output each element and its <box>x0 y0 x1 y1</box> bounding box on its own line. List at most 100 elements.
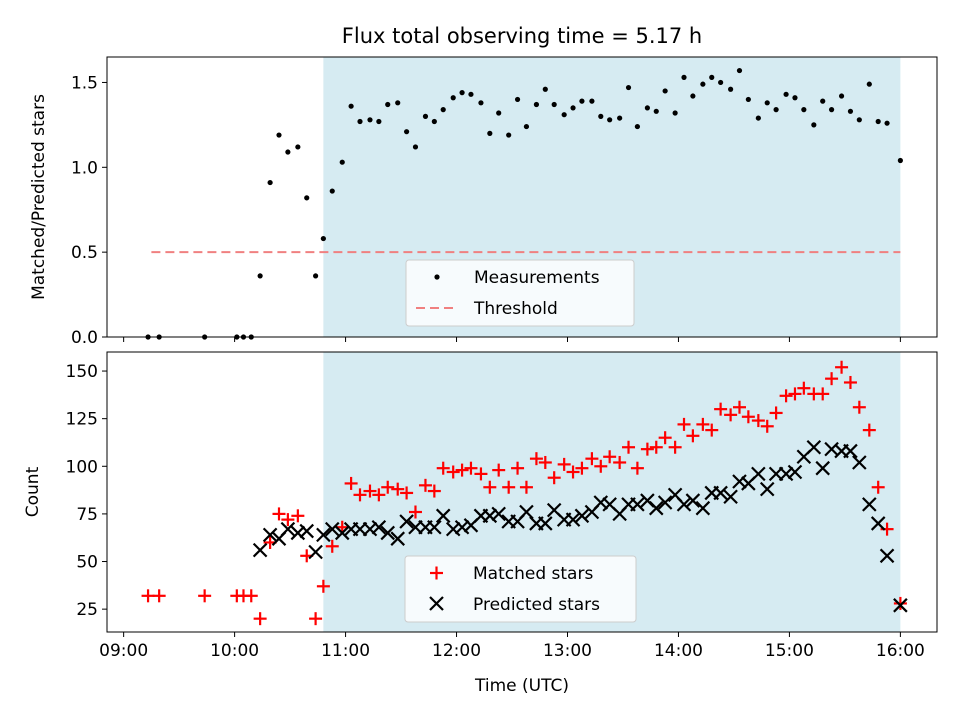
matched-star-point <box>519 480 533 494</box>
matched-star-point <box>640 442 654 456</box>
measurement-point <box>395 100 401 106</box>
x-tick-label: 11:00 <box>321 641 370 661</box>
measurement-point <box>728 86 734 92</box>
bottom-ytick-label: 100 <box>66 457 98 477</box>
matched-star-point <box>198 589 212 603</box>
matched-star-point <box>622 440 636 454</box>
measurement-point <box>828 107 835 113</box>
matched-star-point <box>141 589 155 603</box>
measurement-point <box>533 101 540 108</box>
matched-star-point <box>291 509 305 523</box>
legend-threshold-label: Threshold <box>473 299 558 319</box>
measurement-point <box>653 108 659 114</box>
measurement-point <box>897 157 903 164</box>
matched-star-point <box>391 482 405 496</box>
top-axes-frame <box>106 56 938 338</box>
measurement-point <box>875 118 881 125</box>
matched-star-point <box>760 419 774 433</box>
measurement-point <box>496 110 502 116</box>
x-tick-label: 15:00 <box>765 641 814 661</box>
matched-star-point <box>408 505 422 519</box>
matched-star-point <box>769 406 783 420</box>
predicted-star-point <box>657 495 673 510</box>
predicted-star-point <box>732 474 747 489</box>
predicted-star-point <box>676 497 692 512</box>
matched-star-point <box>797 381 811 395</box>
matched-star-point <box>372 488 386 502</box>
matched-star-point <box>566 465 580 479</box>
measurement-point <box>755 115 761 121</box>
matched-star-point <box>751 414 765 428</box>
bottom-ytick-label: 125 <box>66 410 98 430</box>
predicted-star-point <box>713 485 728 501</box>
predicted-star-point <box>862 497 877 512</box>
measurement-point <box>672 110 678 116</box>
matched-star-point <box>613 455 627 469</box>
x-tick-label: 14:00 <box>654 641 703 661</box>
predicted-star-point <box>574 508 590 524</box>
predicted-star-point <box>390 531 405 546</box>
top-ytick-label: 1.5 <box>71 73 98 93</box>
matched-star-point <box>483 480 497 494</box>
predicted-star-point <box>491 506 506 522</box>
predicted-star-point <box>852 455 867 470</box>
predicted-star-point <box>787 464 803 480</box>
predicted-star-point <box>252 542 268 558</box>
matched-star-point <box>594 459 608 473</box>
matched-star-point <box>677 417 691 431</box>
measurement-point <box>764 100 770 106</box>
bottom-y-axis-label: Count <box>23 466 43 517</box>
matched-star-point <box>816 387 830 401</box>
matched-star-point <box>529 452 543 466</box>
measurement-point <box>514 96 521 103</box>
matched-star-point <box>418 478 432 492</box>
matched-star-point <box>649 440 663 454</box>
measurement-point <box>450 95 456 101</box>
measurement-point <box>561 112 567 118</box>
matched-star-point <box>557 457 571 471</box>
measurement-point <box>570 105 576 111</box>
measurement-point <box>736 67 743 74</box>
measurement-point <box>412 144 419 150</box>
bottom-series-predicted-stars <box>252 439 908 613</box>
bottom-ytick-label: 25 <box>76 600 98 620</box>
matched-star-point <box>316 579 330 593</box>
predicted-star-point <box>593 495 609 510</box>
x-tick-label: 12:00 <box>432 641 481 661</box>
predicted-star-point <box>262 527 278 543</box>
measurement-point <box>329 188 335 194</box>
matched-star-point <box>630 461 644 475</box>
legend-matched-label: Matched stars <box>473 564 593 584</box>
top-ytick-label: 0.5 <box>71 243 98 263</box>
measurement-point <box>403 129 410 135</box>
matched-star-point <box>281 513 295 527</box>
predicted-star-point <box>334 525 350 541</box>
matched-star-point <box>779 389 793 403</box>
predicted-star-point <box>630 497 645 512</box>
measurement-point <box>634 123 641 130</box>
measurement-point <box>820 98 826 104</box>
predicted-star-point <box>751 466 766 482</box>
matched-star-point <box>474 467 488 481</box>
measurement-point <box>385 101 391 108</box>
top-legend-box <box>405 259 635 327</box>
measurement-point <box>440 107 446 113</box>
legend-predicted-label: Predicted stars <box>473 595 600 615</box>
predicted-star-point <box>324 521 340 537</box>
predicted-star-point <box>815 460 830 476</box>
predicted-star-point <box>870 516 886 531</box>
measurement-point <box>700 81 706 87</box>
predicted-star-point <box>648 500 664 516</box>
bottom-ytick-label: 75 <box>76 505 98 525</box>
matched-star-point <box>363 484 377 498</box>
bottom-legend-box <box>404 555 637 623</box>
measurement-point <box>838 93 845 99</box>
predicted-star-point <box>290 525 306 541</box>
bottom-ytick-label: 150 <box>66 362 98 382</box>
measurement-point <box>304 195 310 201</box>
measurement-point <box>459 90 465 96</box>
matched-star-point <box>325 539 339 553</box>
matched-star-point <box>446 465 460 479</box>
predicted-star-point <box>427 519 442 535</box>
predicted-star-point <box>806 439 822 455</box>
